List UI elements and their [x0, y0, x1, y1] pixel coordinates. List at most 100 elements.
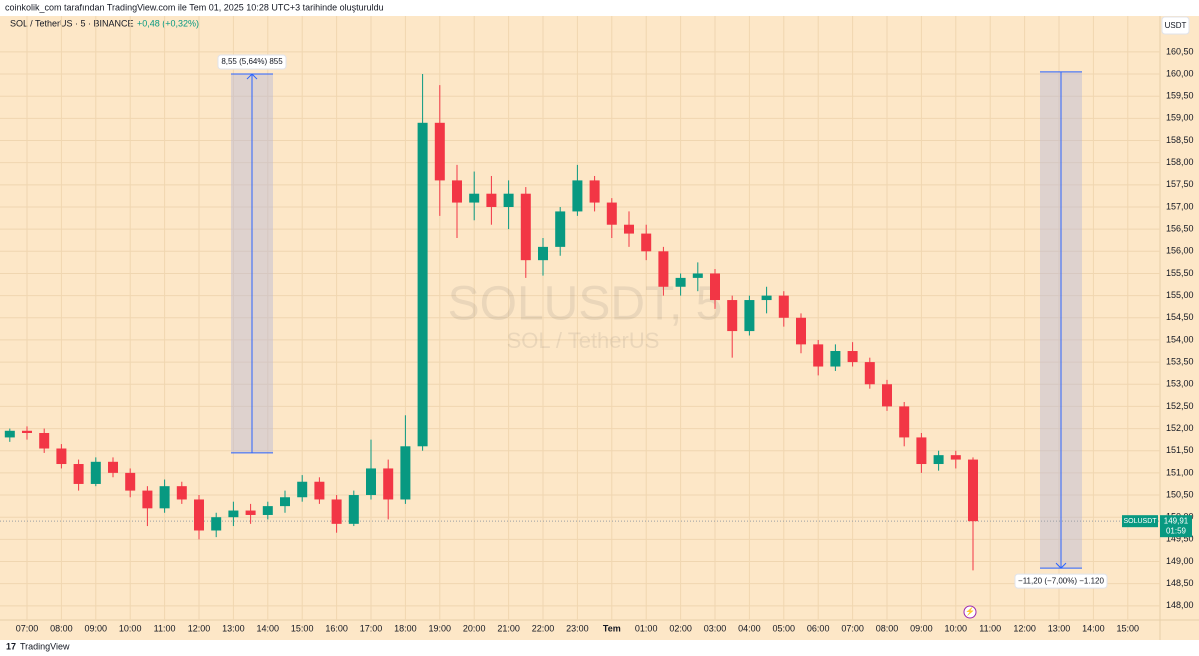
measure-label-box — [217, 54, 287, 70]
y-tick-label: 154,50 — [1166, 312, 1194, 322]
event-icon[interactable] — [963, 605, 977, 619]
y-tick-label: 159,00 — [1166, 113, 1194, 123]
candle-body — [933, 455, 944, 465]
x-tick-label: 11:00 — [979, 623, 1001, 633]
x-tick-label: 14:00 — [257, 623, 280, 633]
x-tick-label: 06:00 — [807, 623, 830, 633]
x-tick-label: 19:00 — [429, 623, 452, 633]
y-tick-label: 158,00 — [1166, 157, 1194, 167]
y-tick-label: 159,50 — [1166, 91, 1194, 101]
x-tick-label: 12:00 — [1013, 623, 1036, 633]
candle-body — [90, 461, 101, 484]
x-tick-label: 03:00 — [704, 623, 727, 633]
candle-body — [641, 233, 652, 252]
candle-body — [452, 180, 462, 203]
x-tick-label: 02:00 — [669, 623, 692, 633]
measure-arrowhead — [246, 73, 258, 80]
candle-body — [297, 481, 308, 498]
x-tick-label: 08:00 — [876, 623, 899, 633]
candle-body — [4, 430, 15, 438]
candle-body — [383, 468, 394, 500]
y-tick-label: 148,50 — [1166, 578, 1194, 588]
candle-body — [727, 300, 738, 332]
currency-label[interactable]: USDT — [1165, 21, 1187, 30]
candle-body — [950, 455, 961, 460]
y-tick-label: 158,50 — [1166, 135, 1194, 145]
x-tick-label: 07:00 — [16, 623, 39, 633]
x-tick-label: 16:00 — [325, 623, 348, 633]
event-icon-glyph[interactable]: ⚡ — [965, 606, 975, 616]
candle-body — [796, 317, 806, 345]
x-tick-label: 21:00 — [497, 623, 520, 633]
x-tick-label: 14:00 — [1082, 623, 1105, 633]
candle-body — [847, 351, 858, 363]
candle-body — [142, 490, 153, 509]
x-tick-label: 15:00 — [291, 623, 314, 633]
x-tick-label: 12:00 — [188, 623, 211, 633]
symbol-tag — [1122, 515, 1158, 528]
candle-body — [692, 273, 703, 278]
candle-body — [744, 300, 755, 332]
x-tick-label: 09:00 — [910, 623, 933, 633]
x-tick-label: Tem — [603, 623, 621, 633]
footer-bar — [0, 640, 1199, 656]
y-tick-label: 156,50 — [1166, 224, 1194, 234]
measure-label: 8,55 (5,64%) 855 — [221, 57, 283, 66]
candle-body — [520, 193, 531, 261]
candle-body — [968, 459, 978, 522]
footer-logo: 17 — [6, 641, 16, 651]
candle-body — [624, 224, 634, 234]
y-tick-label: 155,00 — [1166, 290, 1194, 300]
candle-body — [125, 472, 136, 491]
x-tick-label: 10:00 — [945, 623, 968, 633]
candle-body — [813, 344, 824, 367]
candle-body — [314, 481, 325, 500]
y-tick-label: 152,00 — [1166, 423, 1194, 433]
measure-label: −11,20 (−7,00%) −1.120 — [1018, 576, 1104, 585]
countdown-label: 01:59 — [1166, 526, 1187, 535]
y-tick-label: 160,00 — [1166, 68, 1194, 78]
price-tag — [1160, 515, 1192, 538]
x-tick-label: 22:00 — [532, 623, 555, 633]
candle-body — [469, 193, 480, 203]
watermark-subtitle: SOL / TetherUS — [507, 328, 660, 353]
x-tick-label: 05:00 — [773, 623, 796, 633]
measure-label-box — [1014, 573, 1108, 589]
legend-change: +0,48 (+0,32%) — [137, 18, 199, 28]
candle-body — [486, 193, 497, 207]
currency-button[interactable] — [1161, 16, 1190, 35]
x-tick-label: 18:00 — [394, 623, 417, 633]
candle-body — [589, 180, 600, 203]
x-tick-label: 07:00 — [841, 623, 864, 633]
candle-body — [658, 251, 669, 287]
candle-body — [916, 437, 927, 465]
measure-arrowhead — [1055, 562, 1067, 569]
y-tick-label: 148,00 — [1166, 600, 1194, 610]
candle-body — [830, 351, 841, 367]
y-tick-label: 150,50 — [1166, 489, 1194, 499]
candle-body — [22, 430, 32, 433]
x-tick-label: 04:00 — [738, 623, 761, 633]
y-tick-label: 156,00 — [1166, 246, 1194, 256]
candle-body — [348, 495, 359, 524]
candle-body — [761, 295, 772, 301]
legend-title: SOL / TetherUS · 5 · BINANCE — [10, 18, 134, 28]
candle-body — [538, 246, 548, 261]
x-tick-label: 23:00 — [566, 623, 589, 633]
x-tick-label: 17:00 — [360, 623, 383, 633]
candle-body — [882, 384, 892, 407]
x-tick-label: 15:00 — [1117, 623, 1140, 633]
candle-body — [39, 432, 50, 449]
candle-body — [194, 499, 204, 531]
candle-body — [331, 499, 342, 524]
candle-body — [159, 486, 170, 509]
y-tick-label: 153,50 — [1166, 356, 1194, 366]
candle-body — [864, 362, 875, 385]
x-tick-label: 11:00 — [154, 623, 176, 633]
y-tick-label: 157,00 — [1166, 201, 1194, 211]
x-tick-label: 13:00 — [222, 623, 245, 633]
header: coinkolik_com tarafından TradingView.com… — [5, 2, 384, 12]
x-tick-label: 13:00 — [1048, 623, 1071, 633]
